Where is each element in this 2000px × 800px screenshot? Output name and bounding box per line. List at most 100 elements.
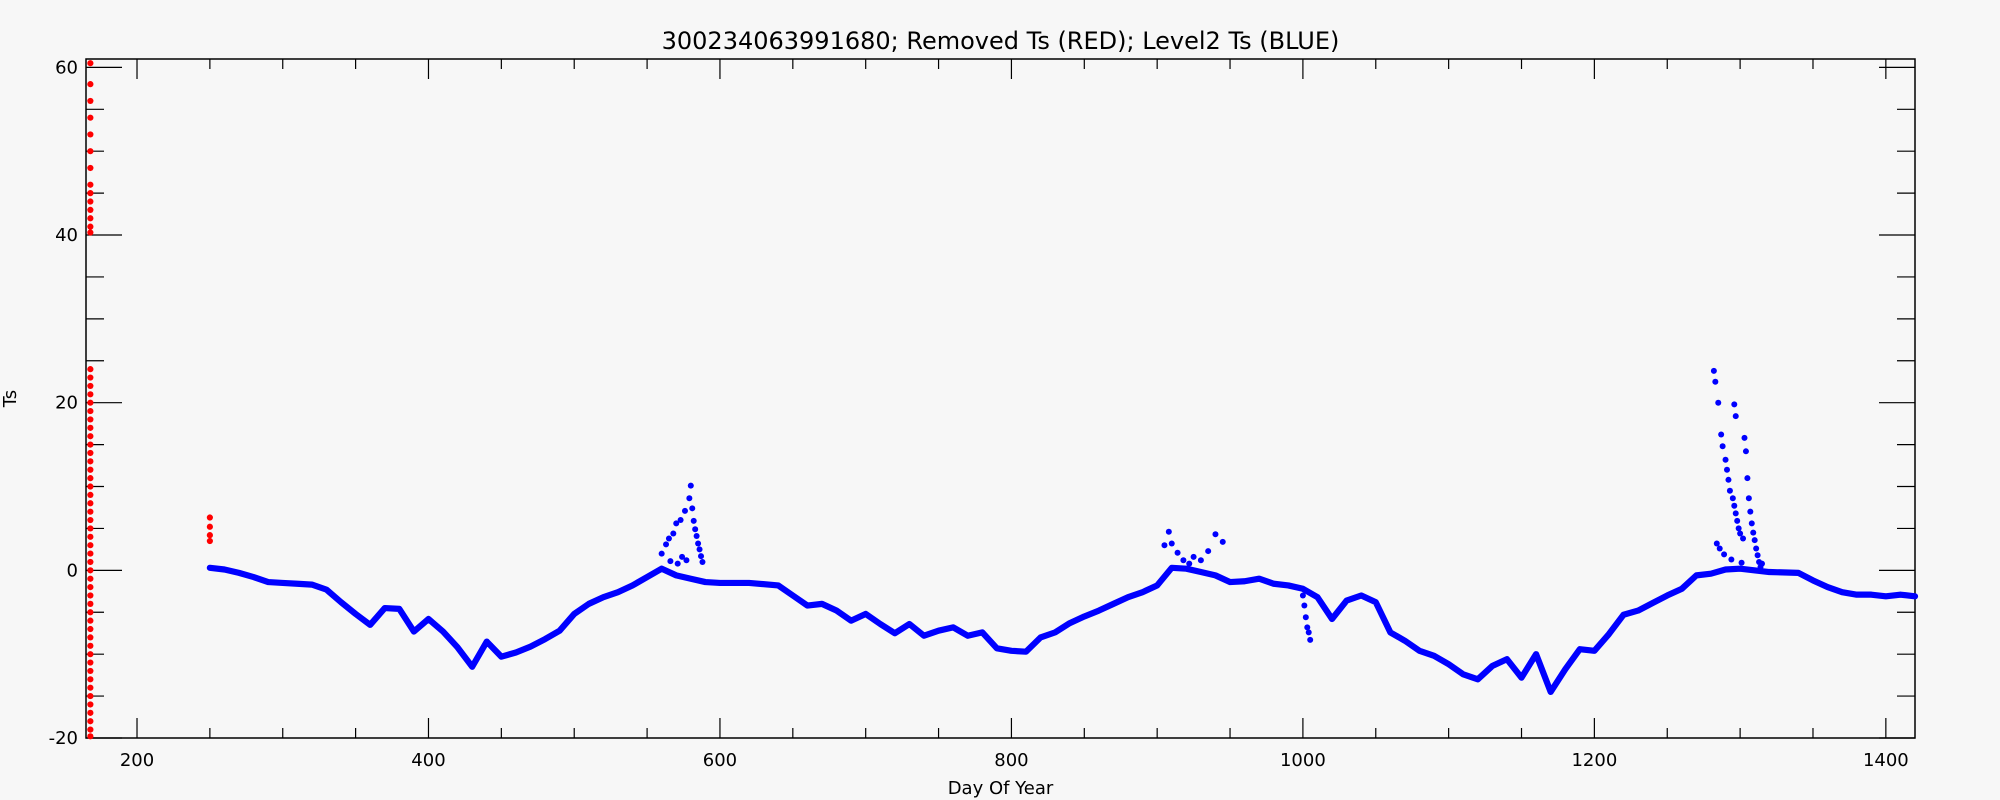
- y-tick-label: 60: [55, 57, 78, 78]
- level2-point: [665, 535, 672, 542]
- level2-point: [1302, 614, 1309, 621]
- x-tick-label: 400: [411, 750, 445, 771]
- level2-point: [677, 517, 684, 524]
- removed-point: [87, 131, 94, 138]
- level2-point: [1738, 559, 1745, 566]
- level2-point: [1725, 476, 1732, 483]
- level2-point: [1186, 560, 1193, 567]
- removed-point: [87, 733, 94, 740]
- removed-point: [206, 514, 213, 521]
- level2-point: [670, 530, 677, 537]
- level2-point: [1729, 495, 1736, 502]
- x-tick-label: 800: [994, 750, 1028, 771]
- removed-point: [87, 625, 94, 633]
- plot-frame: [85, 58, 1916, 739]
- level2-series: [206, 367, 1919, 695]
- removed-point: [87, 533, 94, 540]
- removed-point: [87, 567, 94, 574]
- level2-point: [1744, 475, 1751, 482]
- level2-point: [695, 540, 702, 547]
- removed-point: [87, 701, 94, 708]
- level2-point: [658, 550, 665, 557]
- level2-point: [1174, 549, 1181, 556]
- removed-point: [87, 651, 94, 658]
- level2-point: [1212, 531, 1219, 538]
- removed-point: [87, 525, 94, 532]
- level2-point: [1758, 560, 1765, 567]
- removed-point: [87, 407, 94, 415]
- level2-point: [1197, 557, 1204, 564]
- level2-point: [1715, 399, 1722, 406]
- removed-point: [206, 537, 213, 545]
- level2-point: [679, 553, 686, 560]
- level2-point: [1751, 537, 1758, 544]
- removed-point: [87, 516, 94, 524]
- removed-point: [87, 114, 94, 121]
- removed-point: [87, 382, 94, 390]
- level2-point: [1745, 495, 1752, 502]
- x-tick-label: 1200: [1571, 750, 1617, 771]
- chart-title: 300234063991680; Removed Ts (RED); Level…: [662, 27, 1340, 55]
- y-axis-label: Ts: [0, 390, 21, 408]
- removed-point: [87, 684, 94, 691]
- removed-series: [87, 60, 213, 740]
- level2-point: [1740, 535, 1747, 542]
- level2-point: [1731, 401, 1738, 408]
- x-tick-label: 1000: [1280, 750, 1326, 771]
- x-tick-label: 200: [120, 750, 154, 771]
- x-axis: 200 400 600 800 1000 1200 1400: [120, 59, 1909, 771]
- removed-point: [87, 190, 94, 197]
- level2-point: [1742, 448, 1749, 455]
- level2-point: [1748, 520, 1755, 527]
- level2-point: [663, 541, 670, 548]
- level2-point: [1741, 434, 1748, 441]
- removed-point: [87, 575, 94, 582]
- level2-point: [1718, 431, 1725, 438]
- removed-point: [87, 550, 94, 557]
- level2-point: [673, 520, 680, 527]
- level2-point: [1747, 508, 1754, 515]
- removed-point: [87, 424, 94, 431]
- level2-point: [1712, 378, 1719, 385]
- removed-point: [206, 532, 213, 539]
- level2-point: [689, 505, 696, 512]
- removed-point: [87, 483, 94, 490]
- level2-point: [1753, 545, 1760, 552]
- removed-point: [87, 198, 94, 205]
- removed-point: [87, 416, 94, 423]
- removed-point: [87, 634, 94, 641]
- level2-point: [1168, 540, 1175, 547]
- removed-point: [87, 433, 94, 440]
- y-tick-label: 40: [55, 225, 78, 246]
- removed-point: [87, 542, 94, 549]
- removed-point: [87, 148, 94, 155]
- removed-point: [206, 523, 213, 530]
- removed-point: [87, 215, 94, 222]
- removed-point: [87, 458, 94, 465]
- level2-point: [1723, 466, 1730, 473]
- removed-point: [87, 726, 94, 733]
- level2-point: [1305, 629, 1312, 636]
- level2-point: [1737, 530, 1744, 537]
- removed-point: [87, 642, 94, 649]
- removed-point: [87, 475, 94, 482]
- removed-point: [87, 508, 94, 515]
- removed-point: [87, 718, 94, 725]
- level2-point: [1180, 557, 1187, 564]
- level2-point: [1732, 413, 1739, 420]
- y-tick-label: 0: [67, 560, 78, 581]
- level2-point: [683, 557, 690, 564]
- plot-border: [85, 58, 1916, 739]
- level2-point: [1719, 443, 1726, 450]
- removed-point: [87, 229, 94, 236]
- level2-point: [1721, 551, 1728, 558]
- level2-point: [1728, 556, 1735, 563]
- level2-point: [687, 482, 694, 489]
- level2-point: [1190, 553, 1197, 560]
- removed-point: [87, 676, 94, 683]
- level2-point: [1754, 552, 1761, 559]
- level2-point: [692, 526, 699, 533]
- level2-point: [1299, 592, 1306, 599]
